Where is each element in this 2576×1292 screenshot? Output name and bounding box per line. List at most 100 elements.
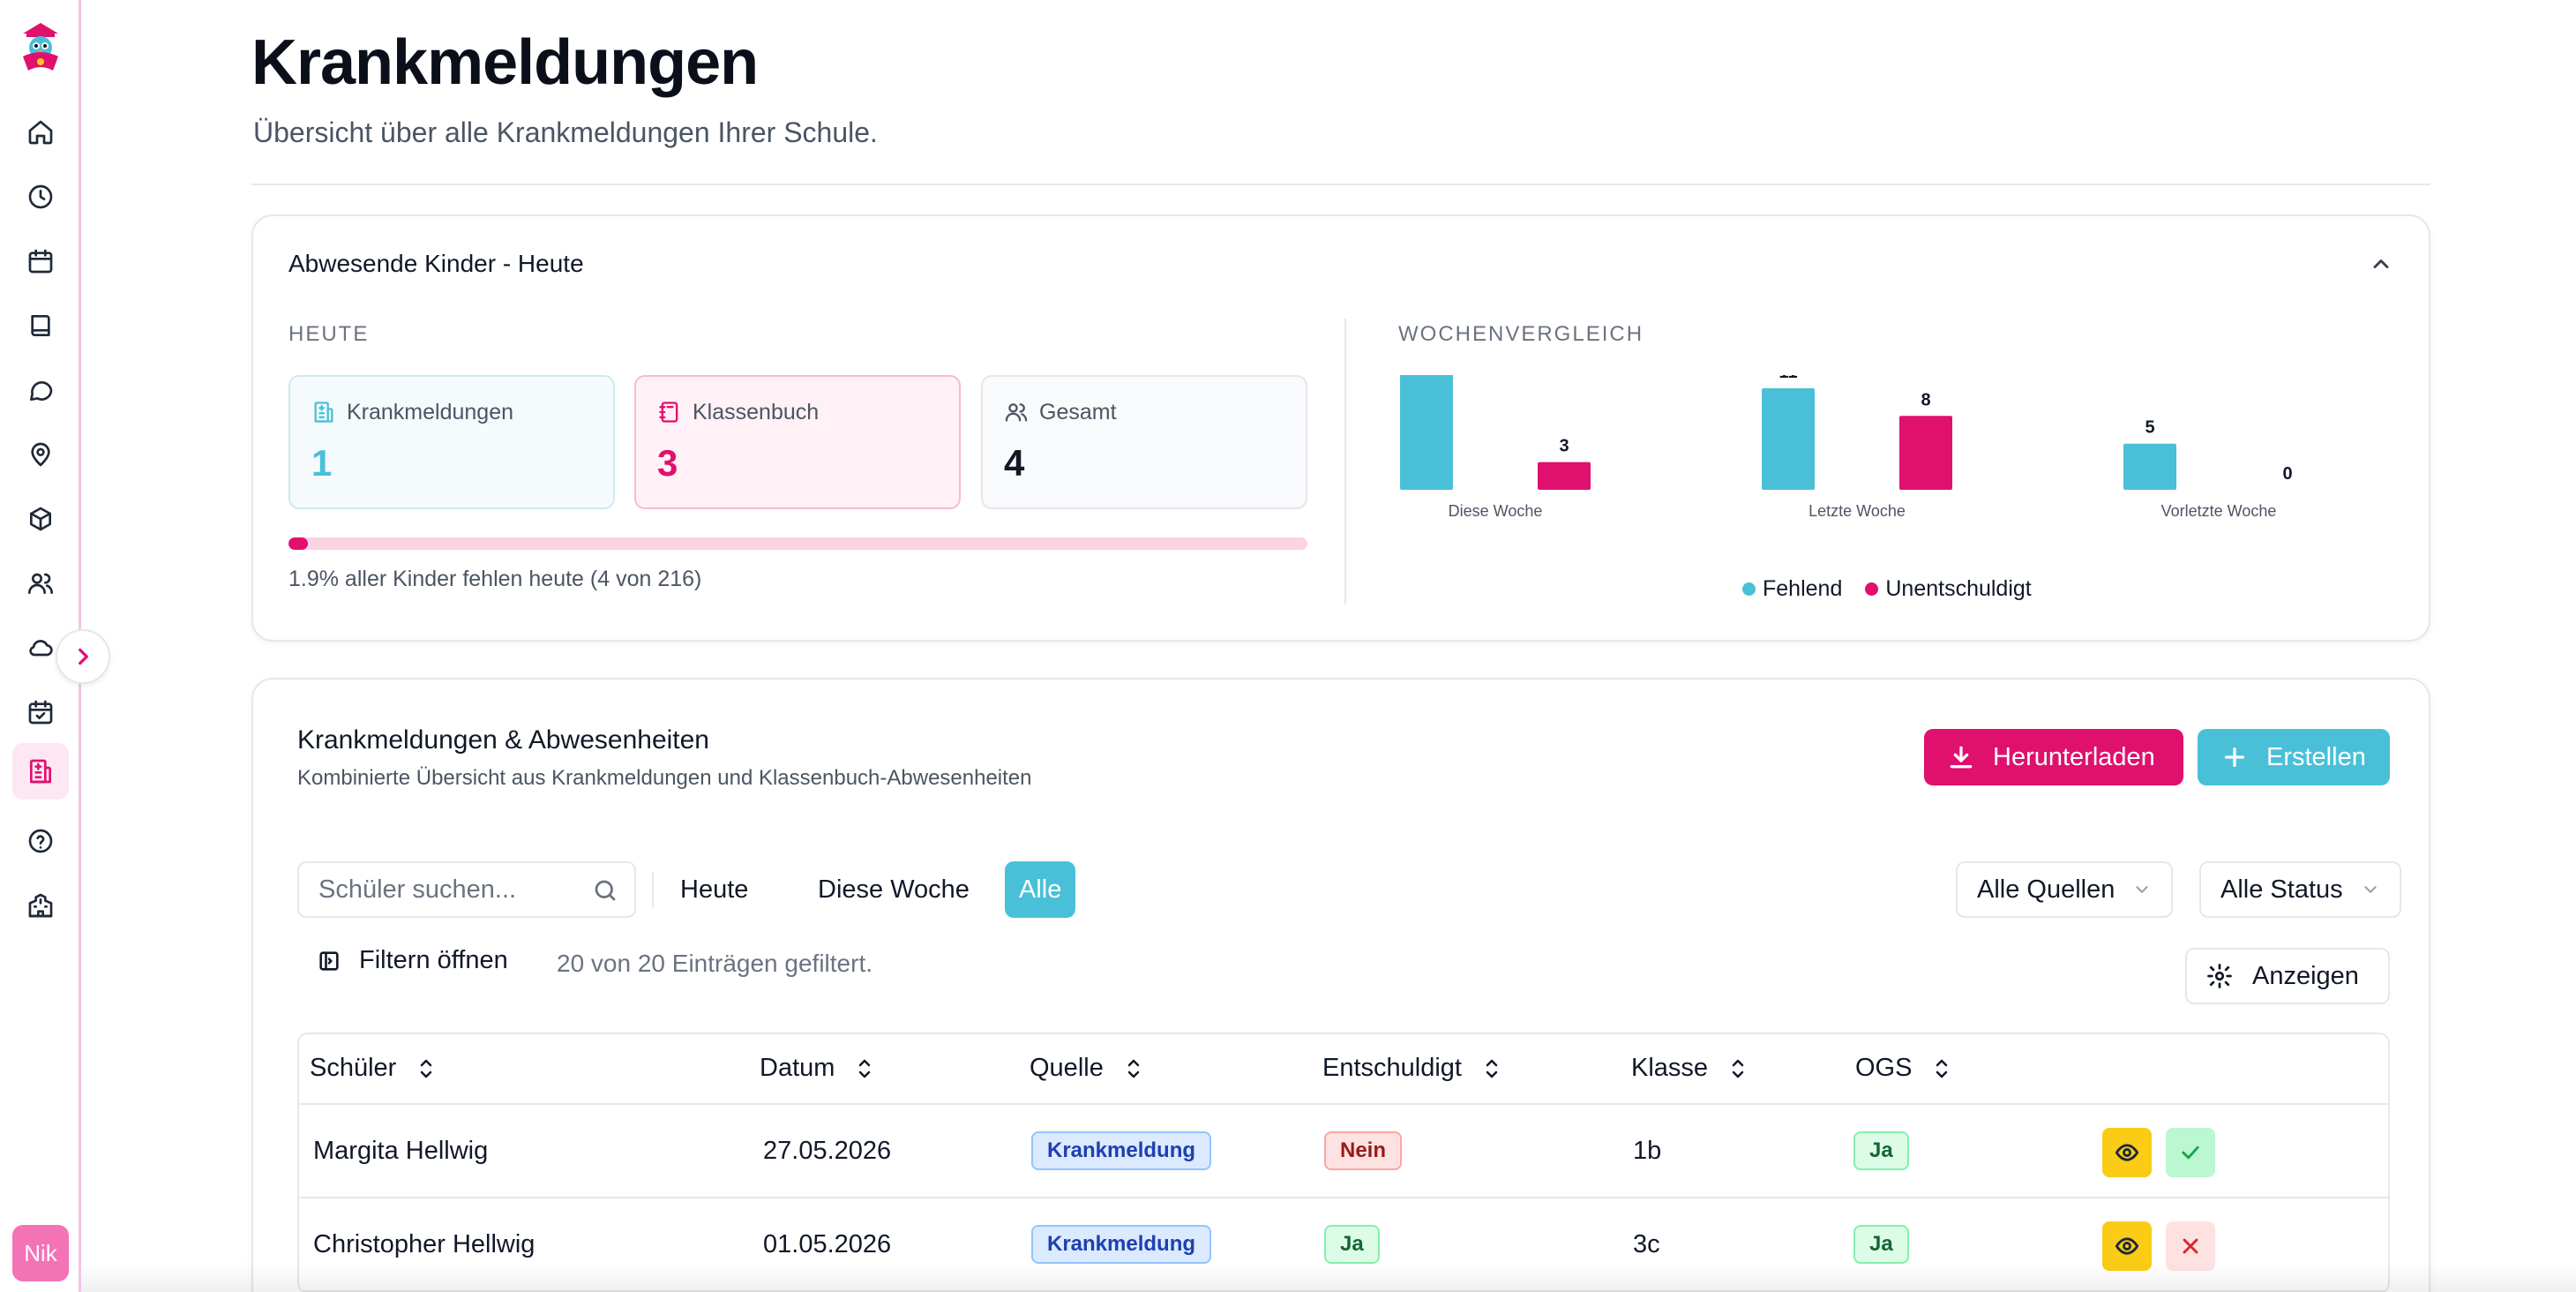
- column-label: Klasse: [1631, 1054, 1709, 1082]
- expand-sidebar-button[interactable]: [56, 629, 110, 684]
- create-button[interactable]: Erstellen: [2198, 729, 2390, 785]
- table-header: Schüler Datum Quelle Entschuldigt Klasse…: [299, 1034, 2388, 1105]
- search-input[interactable]: [318, 863, 583, 916]
- chevron-down-icon: [2136, 886, 2149, 893]
- cell-date: 01.05.2026: [763, 1230, 892, 1258]
- column-header-student[interactable]: Schüler: [310, 1054, 437, 1083]
- column-label: Schüler: [310, 1054, 397, 1082]
- view-button[interactable]: [2102, 1128, 2152, 1177]
- cell-date: 27.05.2026: [763, 1137, 892, 1165]
- legend-dot: [1742, 582, 1756, 596]
- excuse-button[interactable]: [2166, 1128, 2215, 1177]
- sort-icon: [1732, 1059, 1744, 1078]
- column-header-source[interactable]: Quelle: [1030, 1054, 1144, 1083]
- tab-alle[interactable]: Alle: [1005, 861, 1076, 918]
- source-badge: Krankmeldung: [1031, 1225, 1212, 1264]
- stat-label: Klassenbuch: [693, 400, 820, 424]
- app-logo[interactable]: [18, 21, 64, 74]
- stat-value: 1: [311, 442, 333, 484]
- hospital-icon: [311, 400, 336, 424]
- stat-value: 3: [657, 442, 678, 484]
- table-row[interactable]: Margita Hellwig 27.05.2026 Krankmeldung …: [299, 1105, 2388, 1198]
- download-button[interactable]: Herunterladen: [1924, 729, 2183, 785]
- category-label: Vorletzte Woche: [2161, 502, 2277, 520]
- location-icon[interactable]: [24, 438, 57, 471]
- unexcuse-button[interactable]: [2166, 1221, 2215, 1271]
- column-header-excused[interactable]: Entschuldigt: [1322, 1054, 1502, 1083]
- student-search: [297, 861, 636, 918]
- source-filter-select[interactable]: Alle Quellen: [1956, 861, 2174, 918]
- school-icon[interactable]: [24, 889, 57, 922]
- calendar-icon[interactable]: [24, 244, 57, 278]
- bar-unentschuldigt-0: [1538, 462, 1591, 490]
- collapse-card-button[interactable]: [2369, 252, 2393, 276]
- tab-diese-woche[interactable]: Diese Woche: [818, 875, 970, 904]
- help-icon[interactable]: [24, 824, 57, 858]
- users-icon[interactable]: [24, 567, 57, 600]
- column-label: Quelle: [1030, 1054, 1104, 1082]
- bar-value-label: 3: [1559, 437, 1569, 456]
- eye-icon: [2115, 1237, 2139, 1255]
- notebook-icon: [657, 400, 682, 424]
- legend-item-fehlend: Fehlend: [1742, 576, 1842, 602]
- column-header-ogs[interactable]: OGS: [1855, 1054, 1952, 1083]
- page-title: Krankmeldungen: [251, 27, 759, 98]
- source-filter-value: Alle Quellen: [1977, 875, 2115, 904]
- cloud-icon[interactable]: [24, 631, 57, 665]
- tab-heute[interactable]: Heute: [680, 875, 749, 904]
- absences-table: Schüler Datum Quelle Entschuldigt Klasse…: [297, 1033, 2390, 1292]
- status-filter-value: Alle Status: [2220, 875, 2343, 904]
- open-filters-button[interactable]: Filtern öffnen: [317, 946, 508, 975]
- display-settings-label: Anzeigen: [2252, 961, 2359, 990]
- category-label: Diese Woche: [1449, 502, 1543, 520]
- search-icon[interactable]: [592, 877, 618, 904]
- bar-unentschuldigt-1: [1899, 416, 1952, 490]
- absence-progress-bar: [288, 537, 1307, 550]
- source-badge: Krankmeldung: [1031, 1131, 1212, 1170]
- excused-badge: Ja: [1324, 1225, 1380, 1264]
- column-header-date[interactable]: Datum: [760, 1054, 875, 1083]
- bar-value-label: 0: [2282, 464, 2292, 484]
- filter-separator: [652, 872, 654, 907]
- ogs-badge: Ja: [1853, 1131, 1909, 1170]
- absent-children-card: Abwesende Kinder - Heute HEUTE Krankmeld…: [251, 214, 2430, 642]
- column-header-class[interactable]: Klasse: [1631, 1054, 1749, 1083]
- plus-icon: [2225, 747, 2244, 767]
- download-label: Herunterladen: [1993, 742, 2155, 771]
- sort-icon: [1486, 1059, 1498, 1078]
- avatar[interactable]: Nik: [12, 1225, 69, 1281]
- filter-info-text: 20 von 20 Einträgen gefiltert.: [557, 950, 873, 977]
- stat-label: Krankmeldungen: [347, 400, 514, 424]
- home-icon[interactable]: [24, 116, 57, 149]
- column-label: Entschuldigt: [1322, 1054, 1462, 1082]
- today-label: HEUTE: [288, 322, 370, 346]
- view-button[interactable]: [2102, 1221, 2152, 1271]
- section-divider: [1344, 319, 1346, 605]
- calendar-check-icon[interactable]: [24, 695, 57, 729]
- header-divider: [251, 184, 2430, 185]
- download-icon: [1950, 746, 1973, 769]
- stat-total: Gesamt 4: [981, 375, 1307, 509]
- table-row[interactable]: Christopher Hellwig 01.05.2026 Krankmeld…: [299, 1198, 2388, 1292]
- display-settings-button[interactable]: Anzeigen: [2185, 948, 2390, 1004]
- chat-icon[interactable]: [24, 373, 57, 407]
- stat-value: 4: [1004, 442, 1025, 484]
- clock-icon[interactable]: [24, 180, 57, 214]
- open-filters-label: Filtern öffnen: [359, 946, 508, 974]
- cell-student: Christopher Hellwig: [313, 1230, 535, 1258]
- package-icon[interactable]: [24, 502, 57, 536]
- legend-item-unentschuldigt: Unentschuldigt: [1865, 576, 2032, 602]
- sort-icon: [859, 1059, 871, 1078]
- absences-list-card: Krankmeldungen & Abwesenheiten Kombinier…: [251, 678, 2430, 1292]
- category-label: Letzte Woche: [1808, 502, 1906, 520]
- absence-progress-fill: [288, 537, 308, 550]
- legend-label: Unentschuldigt: [1885, 576, 2032, 601]
- book-icon[interactable]: [24, 309, 57, 342]
- gear-icon: [2207, 964, 2232, 988]
- list-subtitle: Kombinierte Übersicht aus Krankmeldungen…: [297, 766, 1032, 790]
- list-title: Krankmeldungen & Abwesenheiten: [297, 725, 709, 755]
- page-subtitle: Übersicht über alle Krankmeldungen Ihrer…: [253, 116, 878, 148]
- hospital-icon[interactable]: [12, 743, 69, 800]
- status-filter-select[interactable]: Alle Status: [2199, 861, 2401, 918]
- users-icon: [1004, 400, 1029, 424]
